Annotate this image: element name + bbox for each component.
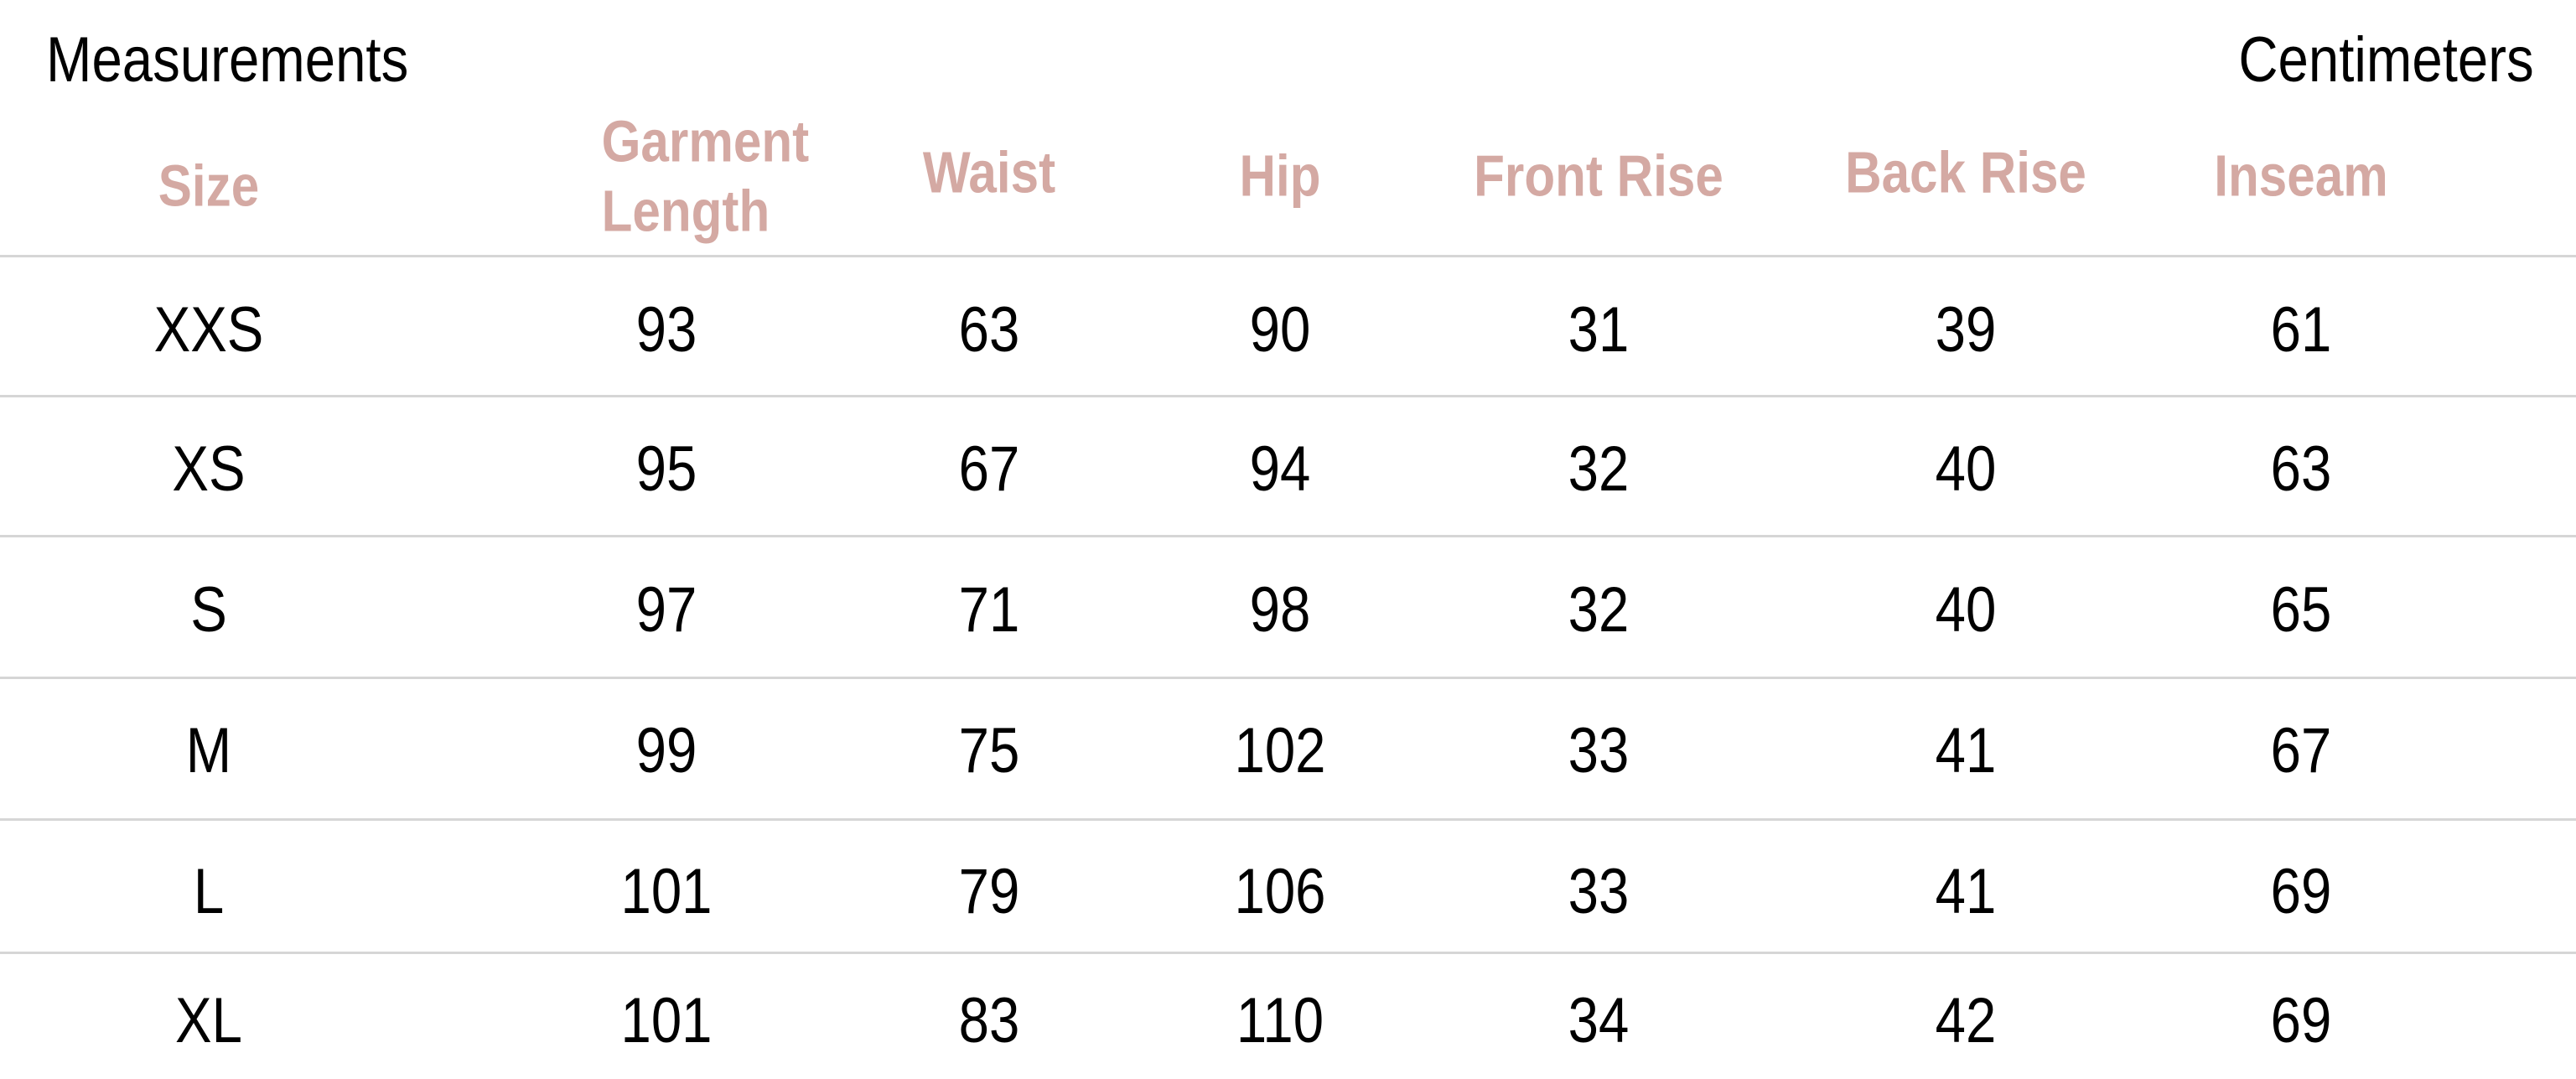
size-cell: XS — [172, 433, 246, 505]
measurement-cell: 71 — [958, 574, 1020, 646]
unit-label: Centimeters — [2238, 24, 2534, 96]
measurement-cell: 75 — [958, 715, 1020, 786]
measurement-cell: 40 — [1935, 574, 1997, 646]
size-cell: XL — [175, 985, 242, 1056]
row-divider — [0, 677, 2576, 679]
column-header: Garment Length — [601, 108, 810, 243]
measurement-cell: 79 — [958, 856, 1020, 927]
column-header: Hip — [1239, 143, 1321, 209]
measurement-cell: 32 — [1568, 574, 1630, 646]
row-divider — [0, 952, 2576, 954]
measurement-cell: 69 — [2270, 985, 2332, 1056]
measurement-cell: 95 — [635, 433, 697, 505]
measurement-cell: 93 — [635, 294, 697, 366]
measurement-cell: 40 — [1935, 433, 1997, 505]
measurement-cell: 94 — [1249, 433, 1311, 505]
measurement-cell: 41 — [1935, 856, 1997, 927]
measurement-cell: 101 — [620, 856, 713, 927]
measurement-cell: 69 — [2270, 856, 2332, 927]
column-header: Waist — [922, 139, 1056, 205]
measurement-cell: 106 — [1234, 856, 1326, 927]
measurement-cell: 102 — [1234, 715, 1326, 786]
measurement-cell: 32 — [1568, 433, 1630, 505]
measurement-cell: 90 — [1249, 294, 1311, 366]
measurement-cell: 41 — [1935, 715, 1997, 786]
column-header: Back Rise — [1845, 139, 2086, 205]
measurements-title: Measurements — [46, 24, 409, 96]
size-cell: M — [185, 715, 232, 786]
row-divider — [0, 818, 2576, 821]
column-header: Front Rise — [1474, 143, 1723, 209]
measurement-cell: 63 — [2270, 433, 2332, 505]
measurement-cell: 110 — [1236, 985, 1324, 1056]
measurement-cell: 97 — [635, 574, 697, 646]
measurement-cell: 98 — [1249, 574, 1311, 646]
measurement-cell: 63 — [958, 294, 1020, 366]
measurement-cell: 67 — [958, 433, 1020, 505]
measurement-cell: 33 — [1568, 715, 1630, 786]
row-divider — [0, 535, 2576, 537]
size-cell: L — [193, 856, 225, 927]
measurement-cell: 39 — [1935, 294, 1997, 366]
measurement-cell: 42 — [1935, 985, 1997, 1056]
column-header: Inseam — [2214, 143, 2388, 209]
measurement-cell: 101 — [620, 985, 713, 1056]
measurement-cell: 34 — [1568, 985, 1630, 1056]
measurement-cell: 65 — [2270, 574, 2332, 646]
row-divider — [0, 255, 2576, 257]
measurement-cell: 83 — [958, 985, 1020, 1056]
measurement-cell: 33 — [1568, 856, 1630, 927]
measurement-cell: 61 — [2270, 294, 2332, 366]
column-header: Size — [158, 153, 260, 219]
measurement-cell: 99 — [635, 715, 697, 786]
row-divider — [0, 395, 2576, 397]
size-cell: XXS — [153, 294, 264, 366]
size-cell: S — [190, 574, 227, 646]
measurement-cell: 67 — [2270, 715, 2332, 786]
measurement-cell: 31 — [1568, 294, 1630, 366]
